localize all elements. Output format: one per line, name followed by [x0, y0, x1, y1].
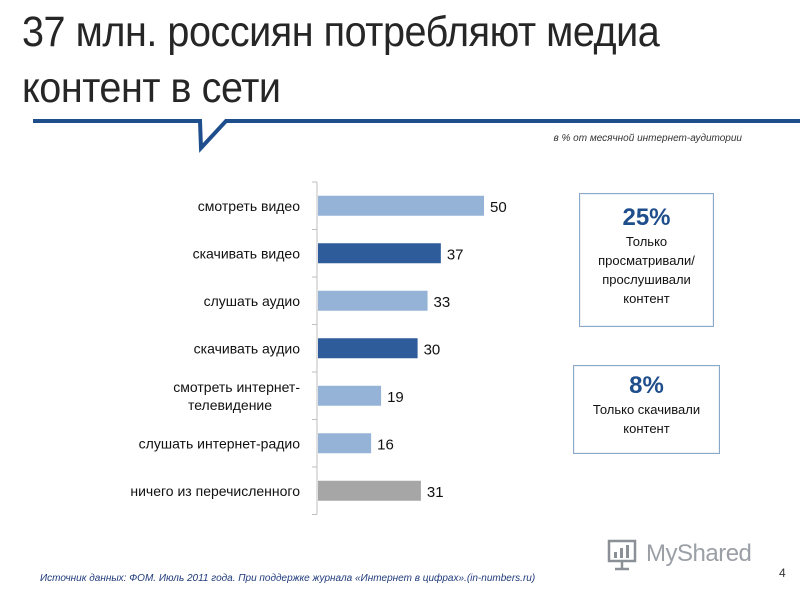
callout-view-only-value: 25% [622, 204, 671, 231]
page-title: 37 млн. россиян потребляют медиа контент… [22, 4, 684, 116]
title-divider [33, 119, 800, 153]
chart-subtitle: в % от месячной интернет-аудитории [553, 133, 742, 144]
bar [318, 385, 382, 406]
title-line-2: контент в сети [22, 64, 281, 112]
bar-value-label: 33 [434, 294, 451, 311]
myshared-logo-icon [607, 539, 637, 571]
bar-chart: 50 смотреть видео 37 скачивать видео 33 слуша… [130, 181, 507, 515]
callout-download-only-value: 8% [629, 372, 664, 399]
bar [318, 480, 421, 501]
bar-value-label: 31 [427, 484, 444, 501]
title-line-1: 37 млн. россиян потребляют медиа [22, 8, 660, 56]
category-label: смотреть видео [198, 198, 300, 214]
callout-view-only-line: просматривали/ [598, 253, 695, 268]
category-label: скачивать аудио [194, 340, 301, 356]
category-label: скачивать видео [193, 245, 301, 261]
category-label: телевидение [188, 397, 272, 413]
callout-view-only-line: контент [623, 291, 670, 306]
bar [318, 290, 428, 311]
callout-download-only-line: контент [623, 421, 670, 436]
category-label: ничего из перечисленного [130, 483, 300, 499]
myshared-logo: MyShared [606, 538, 766, 572]
bar-value-label: 50 [490, 199, 507, 216]
page-number: 4 [779, 566, 786, 580]
bar-value-label: 16 [377, 436, 394, 453]
callout-view-only-line: прослушивали [602, 272, 691, 287]
callout-download-only-line: Только скачивали [592, 402, 701, 417]
bar [318, 338, 418, 359]
category-label: слушать аудио [204, 293, 301, 309]
source-note: Источник данных: ФОМ. Июль 2011 года. Пр… [40, 573, 536, 584]
category-label: смотреть интернет- [173, 379, 300, 395]
category-label: слушать интернет-радио [139, 435, 301, 451]
callout-view-only: 25% Только просматривали/ прослушивали к… [579, 193, 714, 327]
bar-value-label: 30 [424, 341, 441, 358]
bar-value-label: 19 [387, 389, 404, 406]
bar [318, 195, 484, 216]
callout-view-only-line: Только [625, 234, 668, 249]
bar [318, 243, 441, 264]
bar-value-label: 37 [447, 246, 464, 263]
callout-download-only: 8% Только скачивали контент [573, 365, 720, 454]
bar [318, 433, 372, 454]
myshared-logo-text: MyShared [646, 540, 752, 567]
